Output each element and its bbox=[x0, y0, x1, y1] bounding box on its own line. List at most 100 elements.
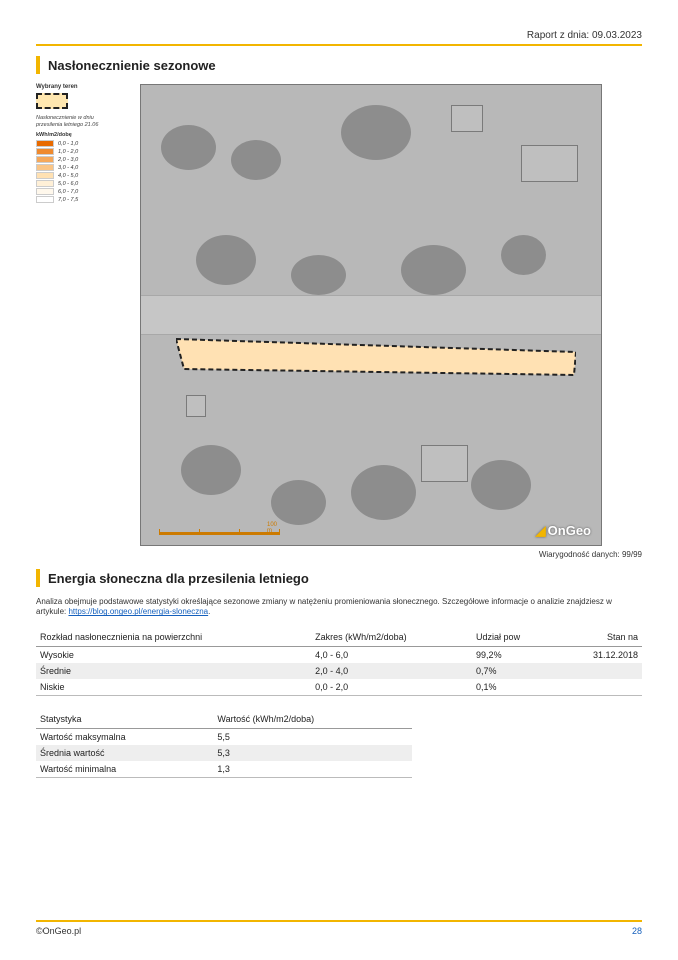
section-accent-bar bbox=[36, 56, 40, 74]
map-blob bbox=[471, 460, 531, 510]
table-row: Średnie2,0 - 4,00,7% bbox=[36, 663, 642, 679]
table-cell: 0,7% bbox=[472, 663, 556, 679]
map-blob bbox=[196, 235, 256, 285]
table-cell: 31.12.2018 bbox=[556, 646, 642, 663]
divider-top bbox=[36, 44, 642, 46]
legend-band-label: 3,0 - 4,0 bbox=[58, 165, 78, 171]
table-cell: Niskie bbox=[36, 679, 311, 696]
legend-band-row: 5,0 - 6,0 bbox=[36, 180, 134, 187]
legend-band-row: 0,0 - 1,0 bbox=[36, 140, 134, 147]
table-header: Stan na bbox=[556, 628, 642, 647]
report-date: Raport z dnia: 09.03.2023 bbox=[36, 30, 642, 41]
map-road bbox=[141, 295, 601, 335]
map-blob bbox=[291, 255, 346, 295]
section-header-energy: Energia słoneczna dla przesilenia letnie… bbox=[36, 569, 642, 587]
map-building bbox=[186, 395, 206, 417]
legend-panel: Wybrany teren Nasłonecznienie w dniu prz… bbox=[36, 84, 134, 204]
page-footer: ©OnGeo.pl 28 bbox=[36, 920, 642, 936]
article-link[interactable]: https://blog.ongeo.pl/energia-sloneczna bbox=[68, 607, 208, 616]
table-header: Statystyka bbox=[36, 710, 213, 729]
credibility-label: Wiarygodność danych: 99/99 bbox=[140, 550, 642, 559]
table-row: Wysokie4,0 - 6,099,2%31.12.2018 bbox=[36, 646, 642, 663]
legend-band-row: 2,0 - 3,0 bbox=[36, 156, 134, 163]
section-description: Analiza obejmuje podstawowe statystyki o… bbox=[36, 597, 642, 618]
map-brand: ◢OnGeo bbox=[536, 523, 591, 539]
legend-title: Wybrany teren bbox=[36, 84, 134, 90]
footer-page-number: 28 bbox=[632, 926, 642, 936]
section-title-energy: Energia słoneczna dla przesilenia letnie… bbox=[48, 571, 309, 586]
legend-swatch bbox=[36, 188, 54, 195]
selected-parcel bbox=[176, 337, 576, 379]
table-cell: Wartość maksymalna bbox=[36, 728, 213, 745]
map-blob bbox=[501, 235, 546, 275]
distribution-table: Rozkład nasłonecznienia na powierzchniZa… bbox=[36, 628, 642, 696]
section-accent-bar bbox=[36, 569, 40, 587]
scalebar-label: 100 m bbox=[267, 522, 279, 534]
legend-swatch bbox=[36, 196, 54, 203]
map-blob bbox=[401, 245, 466, 295]
map-blob bbox=[231, 140, 281, 180]
table-row: Wartość maksymalna5,5 bbox=[36, 728, 412, 745]
table-cell: Wysokie bbox=[36, 646, 311, 663]
brand-triangle-icon: ◢ bbox=[536, 523, 546, 538]
table-row: Średnia wartość5,3 bbox=[36, 745, 412, 761]
legend-band-label: 5,0 - 6,0 bbox=[58, 181, 78, 187]
section-title: Nasłonecznienie sezonowe bbox=[48, 58, 216, 73]
legend-sub2: przesilenia letniego 21.06 bbox=[36, 122, 134, 128]
legend-band-label: 2,0 - 3,0 bbox=[58, 157, 78, 163]
legend-band-row: 7,0 - 7,5 bbox=[36, 196, 134, 203]
table-row: Wartość minimalna1,3 bbox=[36, 761, 412, 778]
map-building bbox=[521, 145, 578, 182]
legend-band-row: 3,0 - 4,0 bbox=[36, 164, 134, 171]
legend-band-label: 4,0 - 5,0 bbox=[58, 173, 78, 179]
table-cell: 1,3 bbox=[213, 761, 411, 778]
table-header: Rozkład nasłonecznienia na powierzchni bbox=[36, 628, 311, 647]
legend-band-label: 7,0 - 7,5 bbox=[58, 197, 78, 203]
table-cell: 5,3 bbox=[213, 745, 411, 761]
legend-band-label: 0,0 - 1,0 bbox=[58, 141, 78, 147]
map-blob bbox=[181, 445, 241, 495]
brand-text: OnGeo bbox=[548, 523, 591, 538]
statistics-table: StatystykaWartość (kWh/m2/doba) Wartość … bbox=[36, 710, 412, 778]
map-blob bbox=[161, 125, 216, 170]
legend-band-label: 6,0 - 7,0 bbox=[58, 189, 78, 195]
legend-band-label: 1,0 - 2,0 bbox=[58, 149, 78, 155]
map-column: 100 m ◢OnGeo Wiarygodność danych: 99/99 bbox=[140, 84, 642, 559]
map-building bbox=[421, 445, 468, 482]
table-cell: 5,5 bbox=[213, 728, 411, 745]
legend-sub1: Nasłonecznienie w dniu bbox=[36, 115, 134, 121]
legend-band-row: 6,0 - 7,0 bbox=[36, 188, 134, 195]
table-header: Zakres (kWh/m2/doba) bbox=[311, 628, 472, 647]
map-blob bbox=[271, 480, 326, 525]
table-cell: Średnia wartość bbox=[36, 745, 213, 761]
table-cell: 99,2% bbox=[472, 646, 556, 663]
table-cell bbox=[556, 663, 642, 679]
section-header-sun: Nasłonecznienie sezonowe bbox=[36, 56, 642, 74]
legend-terrain-swatch bbox=[36, 93, 68, 109]
legend-unit: kWh/m2/dobę bbox=[36, 132, 134, 138]
table-cell: Wartość minimalna bbox=[36, 761, 213, 778]
table-cell: 0,1% bbox=[472, 679, 556, 696]
map-building bbox=[451, 105, 483, 132]
legend-swatch bbox=[36, 148, 54, 155]
map-blob bbox=[341, 105, 411, 160]
table-cell: 2,0 - 4,0 bbox=[311, 663, 472, 679]
legend-band-row: 1,0 - 2,0 bbox=[36, 148, 134, 155]
table-row: Niskie0,0 - 2,00,1% bbox=[36, 679, 642, 696]
map-row: Wybrany teren Nasłonecznienie w dniu prz… bbox=[36, 84, 642, 559]
table-cell: 0,0 - 2,0 bbox=[311, 679, 472, 696]
legend-swatch bbox=[36, 172, 54, 179]
legend-bands: 0,0 - 1,0 1,0 - 2,0 2,0 - 3,0 3,0 - 4,0 4,0 … bbox=[36, 140, 134, 203]
report-page: Raport z dnia: 09.03.2023 Nasłonecznieni… bbox=[0, 0, 678, 960]
table-cell: Średnie bbox=[36, 663, 311, 679]
legend-swatch bbox=[36, 164, 54, 171]
footer-copyright: ©OnGeo.pl bbox=[36, 926, 81, 936]
table-header: Wartość (kWh/m2/doba) bbox=[213, 710, 411, 729]
legend-swatch bbox=[36, 140, 54, 147]
footer-rule bbox=[36, 920, 642, 922]
table-header: Udział pow bbox=[472, 628, 556, 647]
legend-band-row: 4,0 - 5,0 bbox=[36, 172, 134, 179]
map-scalebar: 100 m bbox=[159, 532, 279, 535]
table-cell bbox=[556, 679, 642, 696]
legend-swatch bbox=[36, 180, 54, 187]
